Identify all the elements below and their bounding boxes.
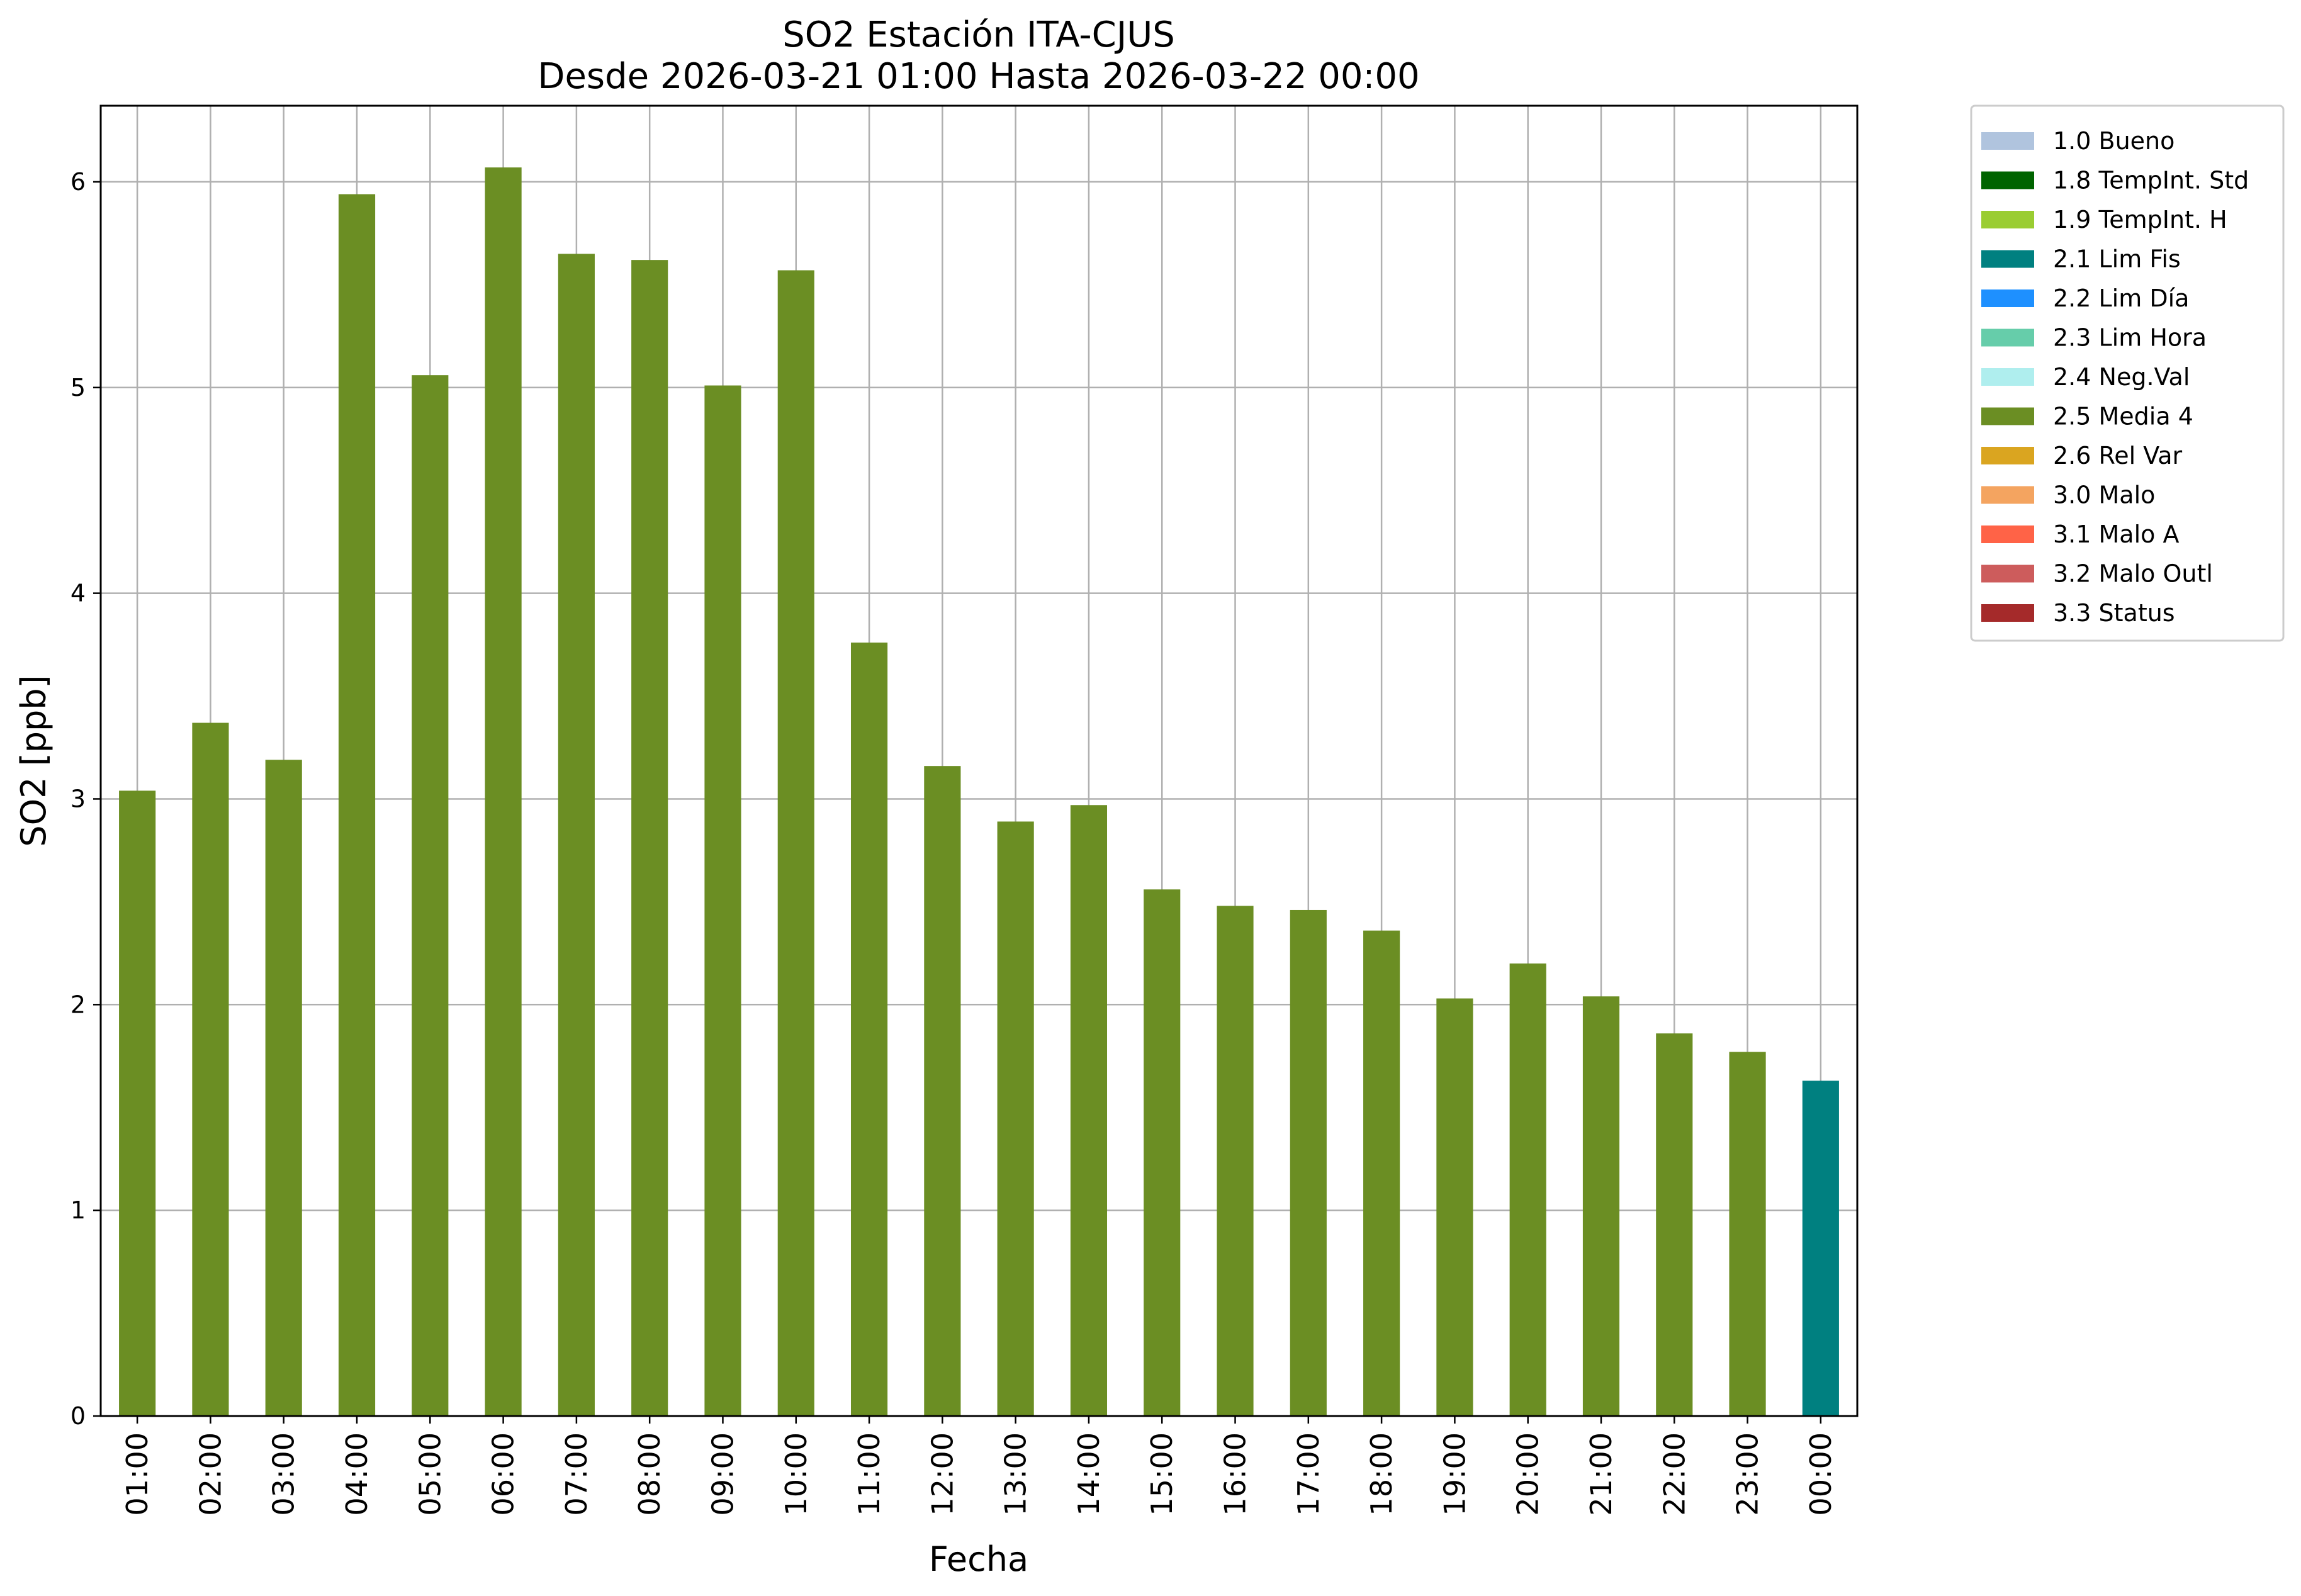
bar-15:00 bbox=[1144, 889, 1181, 1416]
legend-swatch bbox=[1981, 525, 2034, 543]
legend: 1.0 Bueno 1.8 TempInt. Std 1.9 TempInt. H 2… bbox=[1970, 104, 2285, 642]
bar-20:00 bbox=[1509, 963, 1546, 1416]
legend-label: 1.9 TempInt. H bbox=[2053, 206, 2227, 233]
legend-swatch bbox=[1981, 289, 2034, 307]
x-tick-label: 08:00 bbox=[633, 1432, 667, 1516]
legend-swatch bbox=[1981, 486, 2034, 504]
y-axis-label: SO2 [ppb] bbox=[14, 675, 53, 846]
x-tick-label: 19:00 bbox=[1437, 1432, 1471, 1516]
plot-frame bbox=[99, 104, 1859, 1417]
y-tick-label: 2 bbox=[70, 991, 86, 1018]
x-tick-label: 14:00 bbox=[1072, 1432, 1106, 1516]
legend-label: 2.2 Lim Día bbox=[2053, 284, 2189, 312]
bar-05:00 bbox=[412, 375, 449, 1416]
legend-label: 1.0 Bueno bbox=[2053, 127, 2174, 155]
bar-09:00 bbox=[704, 385, 741, 1417]
bar-00:00 bbox=[1802, 1081, 1839, 1416]
legend-swatch bbox=[1981, 211, 2034, 228]
bar-03:00 bbox=[265, 760, 302, 1416]
x-tick-label: 17:00 bbox=[1291, 1432, 1325, 1516]
bar-series bbox=[119, 167, 1839, 1417]
bar-04:00 bbox=[338, 194, 376, 1416]
bar-12:00 bbox=[924, 766, 961, 1416]
bar-21:00 bbox=[1582, 996, 1620, 1416]
chart-title-line2: Desde 2026-03-21 01:00 Hasta 2026-03-22 … bbox=[537, 56, 1419, 97]
x-tick-label: 00:00 bbox=[1804, 1432, 1838, 1516]
x-tick-label: 12:00 bbox=[925, 1432, 959, 1516]
axis-ticks: 0 1 2 3 4 5 6 01:00 02:00 03:00 04:00 05:00 06:00 07:… bbox=[70, 168, 1838, 1516]
y-tick-label: 3 bbox=[70, 785, 86, 812]
legend-items: 1.0 Bueno 1.8 TempInt. Std 1.9 TempInt. H 2… bbox=[1981, 127, 2249, 627]
y-tick-label: 5 bbox=[70, 374, 86, 402]
x-tick-label: 02:00 bbox=[193, 1432, 227, 1516]
x-tick-label: 10:00 bbox=[779, 1432, 813, 1516]
x-axis-label: Fecha bbox=[929, 1539, 1028, 1579]
legend-label: 3.0 Malo bbox=[2053, 481, 2155, 509]
y-tick-label: 0 bbox=[70, 1402, 86, 1430]
bar-06:00 bbox=[485, 167, 522, 1417]
bar-17:00 bbox=[1290, 909, 1327, 1416]
legend-label: 1.8 TempInt. Std bbox=[2053, 167, 2249, 194]
x-tick-label: 11:00 bbox=[852, 1432, 886, 1516]
bar-16:00 bbox=[1217, 906, 1254, 1416]
bar-22:00 bbox=[1656, 1033, 1693, 1416]
legend-label: 2.3 Lim Hora bbox=[2053, 324, 2207, 352]
x-tick-label: 23:00 bbox=[1731, 1432, 1765, 1516]
legend-swatch bbox=[1981, 132, 2034, 150]
bar-11:00 bbox=[850, 643, 888, 1416]
bar-02:00 bbox=[192, 722, 229, 1416]
legend-label: 2.4 Neg.Val bbox=[2053, 363, 2190, 391]
legend-label: 3.2 Malo Outl bbox=[2053, 560, 2213, 588]
legend-label: 2.6 Rel Var bbox=[2053, 442, 2183, 469]
legend-swatch bbox=[1981, 329, 2034, 347]
x-tick-label: 22:00 bbox=[1657, 1432, 1691, 1516]
x-tick-label: 18:00 bbox=[1364, 1432, 1398, 1516]
legend-swatch bbox=[1981, 447, 2034, 464]
bar-07:00 bbox=[558, 254, 595, 1416]
legend-swatch bbox=[1981, 171, 2034, 189]
x-tick-label: 20:00 bbox=[1511, 1432, 1545, 1516]
bar-19:00 bbox=[1436, 998, 1473, 1416]
legend-label: 2.1 Lim Fis bbox=[2053, 245, 2181, 273]
chart-title-line1: SO2 Estación ITA-CJUS bbox=[782, 14, 1175, 55]
legend-swatch bbox=[1981, 368, 2034, 386]
x-tick-label: 13:00 bbox=[999, 1432, 1033, 1516]
legend-label: 3.3 Status bbox=[2053, 599, 2175, 627]
legend-swatch bbox=[1981, 250, 2034, 268]
x-tick-label: 21:00 bbox=[1584, 1432, 1618, 1516]
bar-13:00 bbox=[997, 821, 1034, 1416]
x-tick-label: 16:00 bbox=[1218, 1432, 1252, 1516]
bar-08:00 bbox=[631, 260, 668, 1416]
y-tick-label: 6 bbox=[70, 168, 86, 196]
bar-10:00 bbox=[777, 270, 814, 1416]
legend-label: 3.1 Malo A bbox=[2053, 520, 2179, 548]
bar-14:00 bbox=[1070, 805, 1108, 1416]
x-tick-label: 09:00 bbox=[706, 1432, 740, 1516]
bar-18:00 bbox=[1363, 930, 1400, 1416]
y-tick-label: 4 bbox=[70, 580, 86, 607]
x-tick-label: 03:00 bbox=[267, 1432, 301, 1516]
x-tick-label: 01:00 bbox=[120, 1432, 154, 1516]
y-tick-label: 1 bbox=[70, 1196, 86, 1224]
bar-23:00 bbox=[1729, 1052, 1766, 1416]
legend-swatch bbox=[1981, 565, 2034, 583]
x-tick-label: 15:00 bbox=[1145, 1432, 1179, 1516]
bar-01:00 bbox=[119, 790, 156, 1416]
legend-label: 2.5 Media 4 bbox=[2053, 403, 2193, 430]
legend-box bbox=[1970, 104, 2285, 642]
legend-swatch bbox=[1981, 407, 2034, 425]
x-tick-label: 06:00 bbox=[487, 1432, 520, 1516]
x-tick-label: 04:00 bbox=[340, 1432, 374, 1516]
x-tick-label: 07:00 bbox=[560, 1432, 594, 1516]
legend-swatch bbox=[1981, 604, 2034, 622]
plot-area-background bbox=[101, 106, 1857, 1416]
x-tick-label: 05:00 bbox=[413, 1432, 447, 1516]
